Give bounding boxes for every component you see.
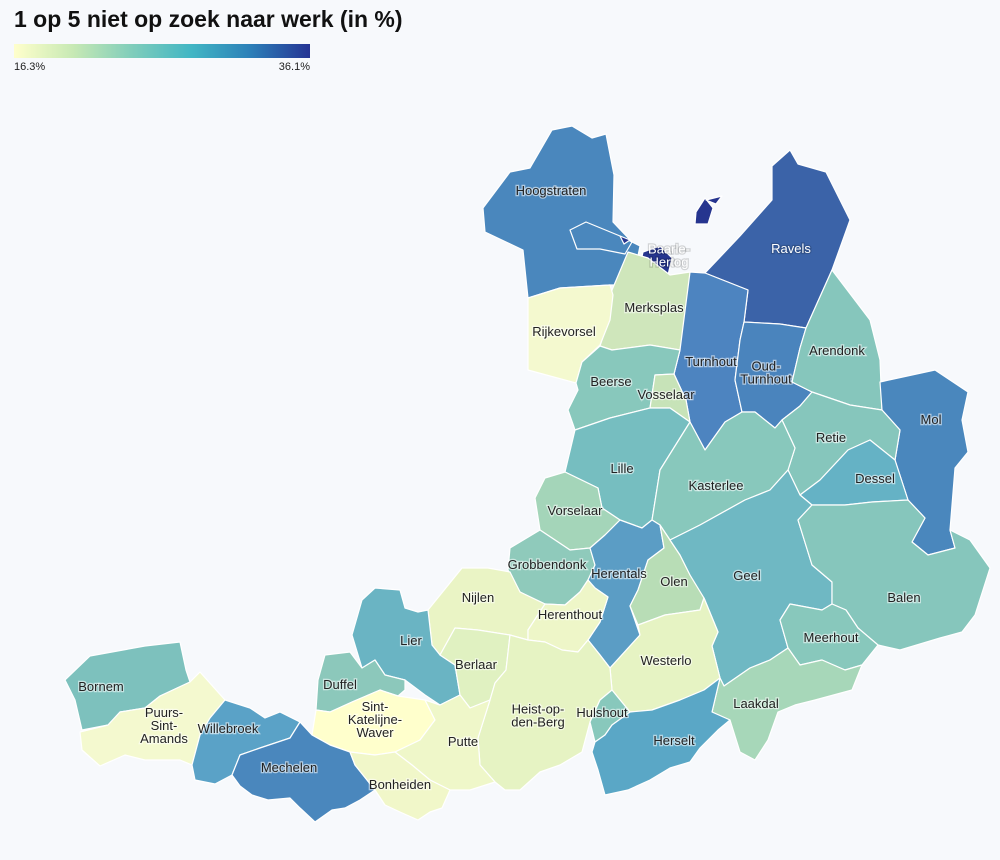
region-herselt[interactable] [591, 677, 731, 796]
region-baarle-hertog-part-1[interactable] [694, 197, 714, 225]
region-label-kasterlee: Kasterlee [689, 478, 744, 493]
region-label-westerlo: Westerlo [640, 653, 691, 668]
region-label-nijlen: Nijlen [462, 590, 495, 605]
region-label-meerhout: Meerhout [804, 630, 859, 645]
legend-min-label: 16.3% [14, 61, 46, 73]
region-label-turnhout: Turnhout [685, 354, 737, 369]
region-label-retie: Retie [816, 430, 846, 445]
region-label-mechelen: Mechelen [261, 760, 317, 775]
region-label-lille: Lille [610, 461, 633, 476]
region-label-laakdal: Laakdal [733, 696, 779, 711]
region-rijkevorsel[interactable] [527, 284, 614, 384]
region-baarle-hertog-part-3[interactable] [619, 235, 631, 245]
legend-max-label: 36.1% [278, 61, 310, 73]
region-label-sint-katelijne-waver: Sint-Katelijne-Waver [348, 699, 402, 740]
region-mechelen[interactable] [231, 721, 376, 823]
legend-labels: 16.3% 36.1% [14, 61, 310, 75]
region-label-merksplas: Merksplas [624, 300, 684, 315]
color-legend: 16.3% 36.1% [14, 44, 310, 75]
region-label-baarle-hertog: Baarle-Hertog [648, 242, 690, 270]
region-label-olen: Olen [660, 574, 687, 589]
region-label-arendonk: Arendonk [809, 343, 865, 358]
region-label-geel: Geel [733, 568, 761, 583]
region-label-bonheiden: Bonheiden [369, 777, 431, 792]
region-label-duffel: Duffel [323, 677, 357, 692]
region-label-vosselaar: Vosselaar [637, 387, 695, 402]
region-label-rijkevorsel: Rijkevorsel [532, 324, 596, 339]
region-label-heist-op-den-berg: Heist-op-den-Berg [511, 702, 564, 730]
region-label-mol: Mol [921, 412, 942, 427]
region-label-puurs-sint-amands: Puurs-Sint-Amands [140, 705, 188, 746]
region-label-oud-turnhout: Oud-Turnhout [740, 359, 792, 387]
region-label-dessel: Dessel [855, 471, 895, 486]
legend-gradient-bar [14, 44, 310, 58]
municipality-labels: Hoogstraten Baarle-Hertog Ravels Merksplas R… [77, 182, 943, 794]
region-label-herselt: Herselt [653, 733, 695, 748]
region-label-willebroek: Willebroek [198, 721, 259, 736]
region-bonheiden[interactable] [349, 751, 451, 821]
region-label-ravels: Ravels [771, 241, 811, 256]
region-label-beerse: Beerse [590, 374, 631, 389]
page-title: 1 op 5 niet op zoek naar werk (in %) [14, 6, 403, 32]
region-label-lier: Lier [400, 633, 422, 648]
region-label-hulshout: Hulshout [576, 705, 628, 720]
region-label-herentals: Herentals [591, 566, 647, 581]
region-label-grobbendonk: Grobbendonk [508, 557, 587, 572]
region-label-balen: Balen [887, 590, 920, 605]
region-label-putte: Putte [448, 734, 478, 749]
region-hoogstraten[interactable] [482, 125, 641, 299]
region-laakdal[interactable] [711, 647, 863, 761]
region-label-berlaar: Berlaar [455, 657, 498, 672]
region-putte[interactable] [394, 694, 496, 791]
region-label-hoogstraten: Hoogstraten [516, 183, 587, 198]
region-label-vorselaar: Vorselaar [548, 503, 604, 518]
region-label-bornem: Bornem [78, 679, 124, 694]
municipality-regions [64, 125, 991, 823]
region-baarle-hertog-part-2[interactable] [705, 195, 723, 205]
region-label-herenthout: Herenthout [538, 607, 603, 622]
